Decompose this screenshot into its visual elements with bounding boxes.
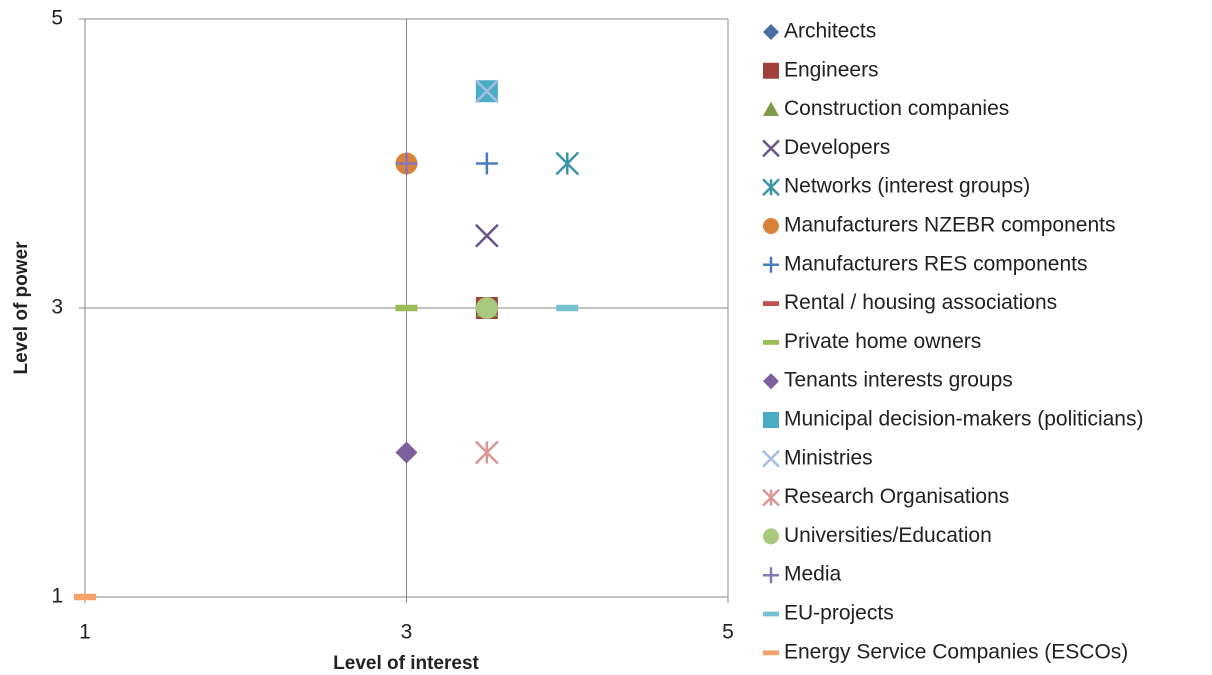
legend-marker xyxy=(763,340,779,345)
point xyxy=(555,151,580,176)
legend-label: Architects xyxy=(784,20,876,43)
legend-label: Rental / housing associations xyxy=(784,291,1057,314)
legend-marker xyxy=(763,528,779,545)
legend-marker xyxy=(763,101,779,116)
x-tick-label: 3 xyxy=(401,621,413,644)
legend-label: Municipal decision-makers (politicians) xyxy=(784,408,1143,431)
point xyxy=(474,223,499,248)
legend-label: Media xyxy=(784,563,842,586)
legend-label: Developers xyxy=(784,136,890,159)
point xyxy=(395,304,418,312)
x-tick-label: 5 xyxy=(722,621,734,644)
legend-marker xyxy=(763,650,779,656)
legend-marker xyxy=(763,373,779,390)
legend-marker xyxy=(763,24,779,40)
legend-label: EU-projects xyxy=(784,602,894,625)
point xyxy=(475,297,498,319)
legend-label: Tenants interests groups xyxy=(784,369,1013,392)
point xyxy=(556,304,579,312)
y-tick-label: 1 xyxy=(51,585,63,608)
x-axis-label: Level of interest xyxy=(333,653,479,674)
point xyxy=(475,152,498,175)
legend-marker xyxy=(763,611,779,617)
point xyxy=(395,152,418,175)
legend-label: Universities/Education xyxy=(784,524,992,547)
legend-marker xyxy=(763,412,779,428)
legend-label: Networks (interest groups) xyxy=(784,175,1030,198)
legend-marker xyxy=(762,449,780,468)
y-tick-label: 3 xyxy=(51,296,63,319)
point xyxy=(74,593,96,601)
legend-marker xyxy=(763,218,779,234)
legend-marker xyxy=(763,256,779,273)
point xyxy=(395,441,418,464)
legend-label: Manufacturers NZEBR components xyxy=(784,214,1115,237)
legend-label: Energy Service Companies (ESCOs) xyxy=(784,640,1128,663)
legend-label: Ministries xyxy=(784,446,873,469)
point xyxy=(474,79,499,104)
legend-marker xyxy=(762,139,780,158)
legend-marker xyxy=(763,301,779,306)
legend-marker xyxy=(763,567,779,584)
x-tick-label: 1 xyxy=(79,621,91,644)
legend-marker xyxy=(763,62,779,79)
legend-label: Manufacturers RES components xyxy=(784,252,1087,275)
legend-marker xyxy=(762,178,780,197)
y-tick-label: 5 xyxy=(51,7,63,30)
y-axis-label: Level of power xyxy=(11,241,32,375)
legend-label: Research Organisations xyxy=(784,485,1009,508)
point xyxy=(474,440,499,465)
legend-label: Construction companies xyxy=(784,97,1009,120)
legend-label: Private home owners xyxy=(784,330,981,353)
legend-marker xyxy=(762,488,780,507)
legend-label: Engineers xyxy=(784,58,879,81)
